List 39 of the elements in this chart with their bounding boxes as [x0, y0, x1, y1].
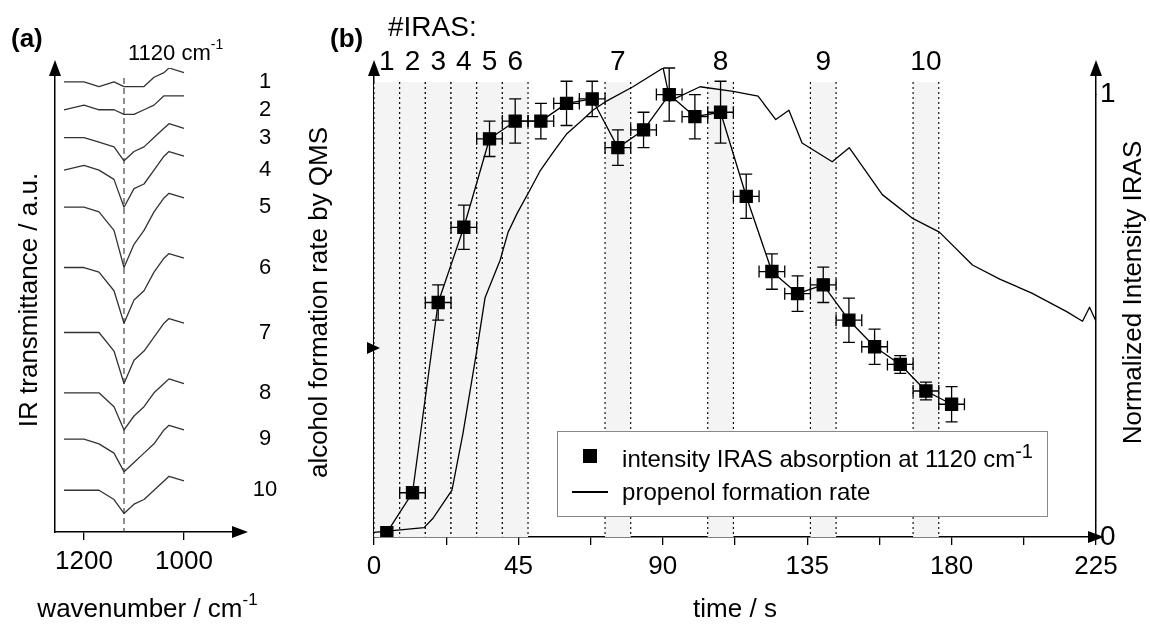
band-label: 4: [456, 44, 472, 76]
band-label: 6: [507, 44, 523, 76]
chart-title: (b): [330, 23, 364, 54]
chart-title: (a): [11, 23, 43, 54]
text: 7: [258, 318, 272, 344]
band-label: 5: [481, 44, 498, 76]
y2-tick-label: 0: [1100, 519, 1116, 551]
text: 3: [258, 123, 272, 149]
band-label: 3: [430, 44, 446, 76]
x-axis-title: time / s: [693, 593, 777, 624]
text: #IRAS:: [388, 10, 477, 42]
text: 10: [252, 476, 278, 502]
text: 5: [258, 193, 272, 219]
text: 9: [258, 425, 272, 451]
legend-label: propenol formation rate: [622, 478, 871, 506]
band-label: 8: [712, 44, 729, 76]
band-label: 2: [404, 44, 421, 76]
text: 2: [258, 95, 272, 121]
band-label: 10: [910, 44, 942, 76]
y-axis-title: IR transmittance / a.u.: [13, 172, 44, 428]
text: 4: [258, 156, 272, 182]
y-axis-title: alcohol formation rate by QMS: [303, 126, 334, 479]
text: 1: [258, 67, 272, 93]
band-label: 9: [815, 44, 832, 76]
y2-tick-label: 1: [1100, 77, 1116, 109]
band-label: 7: [610, 44, 626, 76]
x-tick-label: 1000: [155, 544, 213, 575]
legend-label: intensity IRAS absorption at 1120 cm$^{-1}$: [622, 439, 1033, 473]
x-tick-label: 135: [785, 549, 829, 580]
x-tick-label: 90: [648, 549, 678, 580]
x-tick-label: 180: [929, 549, 974, 580]
x-tick-label: 225: [1074, 549, 1118, 580]
x-tick-label: 45: [503, 549, 533, 580]
text: 8: [258, 378, 272, 404]
x-tick-label: 1200: [55, 544, 113, 575]
x-tick-label: 0: [366, 549, 382, 580]
y2-axis-title: Normalized Intensity IRAS: [1117, 140, 1148, 445]
text: 6: [258, 253, 272, 279]
band-label: 1: [379, 44, 395, 76]
